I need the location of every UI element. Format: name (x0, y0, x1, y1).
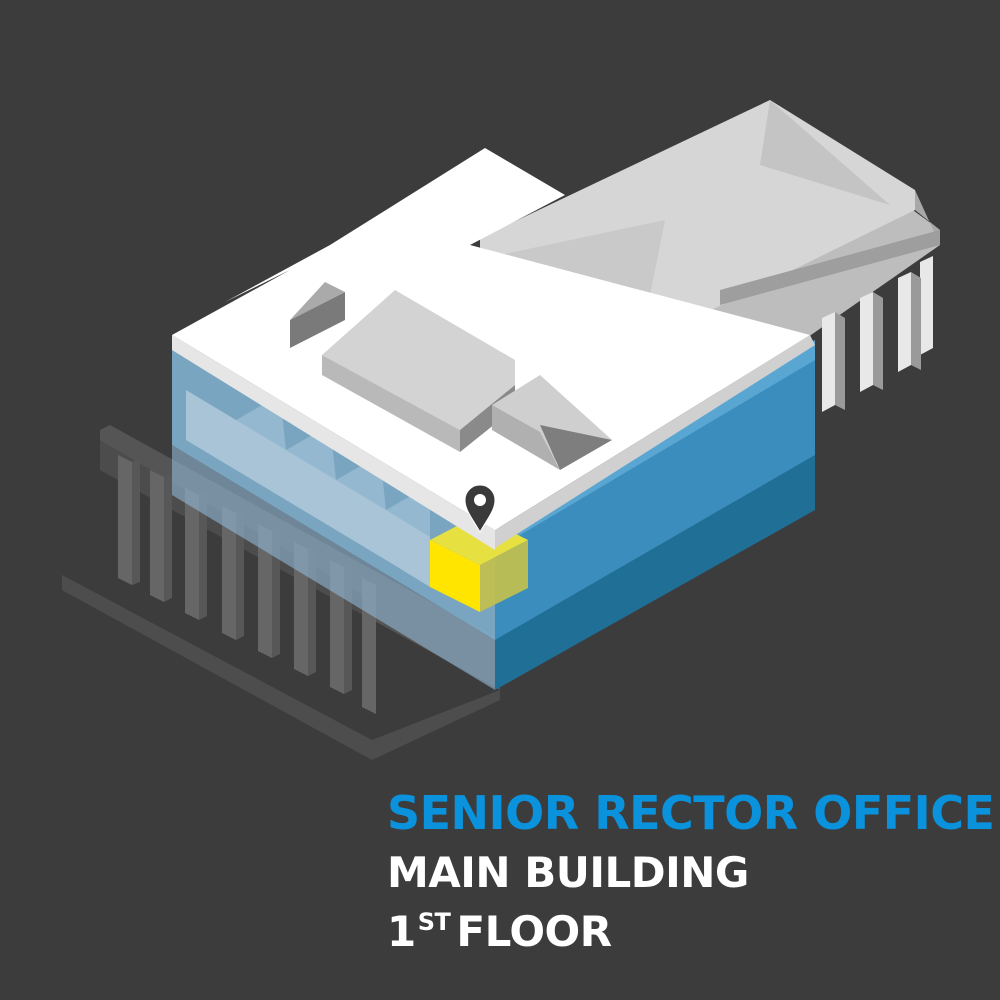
floor-label: 1ST FLOOR (387, 910, 994, 953)
floor-word: FLOOR (456, 907, 612, 956)
floor-number: 1 (387, 907, 416, 956)
roof-structures (290, 282, 612, 470)
building-name: MAIN BUILDING (387, 848, 749, 897)
main-roof (172, 148, 815, 550)
location-pin-icon[interactable] (464, 484, 496, 534)
office-title: SENIOR RECTOR OFFICE (387, 786, 995, 840)
floor-suffix: ST (417, 908, 451, 936)
location-caption: SENIOR RECTOR OFFICE MAIN BUILDING 1ST FL… (387, 786, 995, 953)
